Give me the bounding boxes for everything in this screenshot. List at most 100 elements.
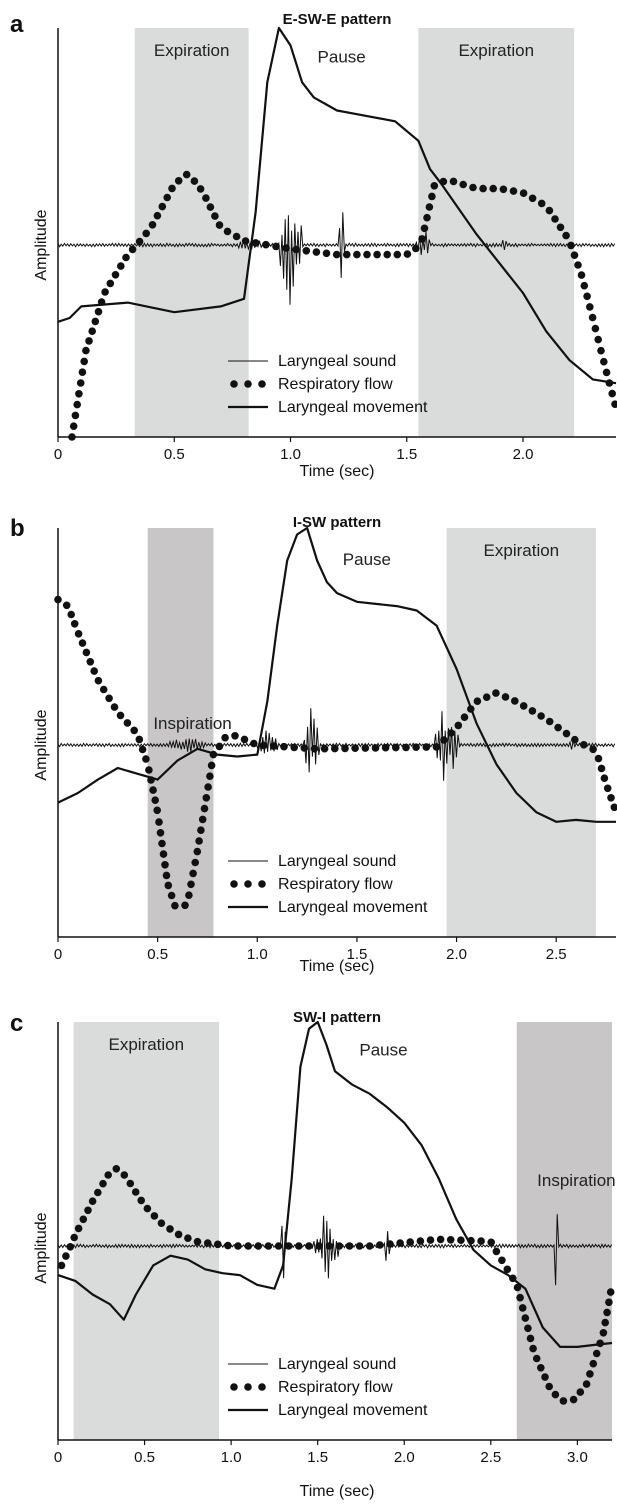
x-tick-label: 1.0 [247,946,268,963]
panel-label: b [10,515,25,542]
respiratory-flow-dot [416,1237,425,1245]
respiratory-flow-dot [440,736,448,744]
respiratory-flow-dot [262,240,270,249]
respiratory-flow-dot [162,871,171,880]
x-axis-label: Time (sec) [300,1483,375,1500]
respiratory-flow-dot [88,327,96,336]
legend-swatch-flow [230,1383,238,1391]
x-tick-label: 2.5 [480,1449,501,1466]
respiratory-flow-dot [215,742,224,751]
respiratory-flow-dot [156,829,165,837]
respiratory-flow-dot [605,379,614,387]
respiratory-flow-dot [428,192,436,201]
respiratory-flow-dot [240,735,249,744]
respiratory-flow-dot [403,250,412,258]
respiratory-flow-dot [198,815,207,824]
respiratory-flow-dot [75,390,83,398]
respiratory-flow-dot [532,1354,541,1363]
respiratory-flow-dot [138,745,147,754]
respiratory-flow-dot [181,901,189,910]
respiratory-flow-dot [209,750,218,759]
legend-swatch-flow [258,880,266,888]
respiratory-flow-dot [142,755,150,763]
respiratory-flow-dot [343,250,351,259]
y-axis-label: Amplitude [33,209,50,280]
respiratory-flow-dot [574,261,582,269]
respiratory-flow-dot [120,1171,129,1179]
x-tick-label: 1.0 [221,1449,242,1466]
respiratory-flow-dot [582,1380,591,1388]
respiratory-flow-dot [607,794,615,802]
respiratory-flow-dot [155,818,163,826]
respiratory-flow-dot [86,658,95,666]
respiratory-flow-dot [292,245,301,254]
respiratory-flow-dot [99,685,108,694]
respiratory-flow-dot [365,1242,374,1250]
respiratory-flow-dot [396,1239,404,1247]
respiratory-flow-dot [605,1298,613,1307]
respiratory-flow-dot [101,288,109,296]
respiratory-flow-dot [576,1388,585,1396]
respiratory-flow-dot [589,1359,598,1368]
region-label: Inspiration [153,714,231,733]
respiratory-flow-dot [430,182,439,190]
respiratory-flow-dot [353,250,361,259]
legend-label: Respiratory flow [278,876,393,893]
respiratory-flow-dot [537,712,545,720]
region-label: Expiration [484,541,560,560]
respiratory-flow-dot [331,744,339,753]
respiratory-flow-dot [518,1304,527,1312]
respiratory-flow-dot [597,346,605,355]
respiratory-flow-dot [422,743,431,751]
respiratory-flow-dot [168,184,176,193]
respiratory-flow-dot [78,368,87,377]
respiratory-flow-dot [426,1236,435,1244]
respiratory-flow-dot [270,742,278,750]
respiratory-flow-dot [501,693,510,701]
respiratory-flow-dot [556,223,565,232]
respiratory-flow-dot [393,250,402,259]
respiratory-flow-dot [511,697,519,705]
respiratory-flow-dot [251,239,260,247]
respiratory-flow-dot [423,213,431,222]
respiratory-flow-dot [383,250,392,259]
legend-label: Laryngeal movement [278,1402,428,1419]
respiratory-flow-dot [143,1204,152,1213]
x-tick-label: 3.0 [567,1449,588,1466]
respiratory-flow-dot [223,227,232,236]
respiratory-flow-dot [436,1235,445,1244]
respiratory-flow-dot [82,346,90,355]
respiratory-flow-dot [234,1242,242,1250]
x-tick-label: 0 [54,1449,62,1466]
respiratory-flow-dot [454,721,463,730]
respiratory-flow-dot [211,212,219,220]
respiratory-flow-dot [373,250,381,259]
respiratory-flow-dot [84,1206,92,1215]
respiratory-flow-dot [94,307,103,316]
x-tick-label: 1.5 [307,1449,328,1466]
respiratory-flow-dot [460,713,469,721]
respiratory-flow-dot [282,244,290,252]
respiratory-flow-dot [274,1242,283,1250]
respiratory-flow-dot [498,1256,506,1265]
respiratory-flow-dot [74,630,83,638]
respiratory-flow-dot [135,237,144,246]
respiratory-flow-dot [583,292,591,301]
respiratory-flow-dot [601,1318,609,1327]
shaded-region [73,1022,220,1440]
respiratory-flow-dot [232,232,241,241]
respiratory-flow-dot [554,723,562,732]
respiratory-flow-dot [128,245,137,254]
respiratory-flow-dot [305,1242,313,1250]
respiratory-flow-dot [153,211,162,220]
respiratory-flow-dot [158,839,166,848]
respiratory-flow-dot [193,1237,202,1246]
respiratory-flow-dot [193,847,202,856]
respiratory-flow-dot [206,772,214,780]
respiratory-flow-dot [459,180,468,189]
respiratory-flow-dot [90,667,98,675]
respiratory-flow-dot [195,837,203,845]
respiratory-flow-dot [586,303,594,311]
respiratory-flow-dot [135,735,144,744]
